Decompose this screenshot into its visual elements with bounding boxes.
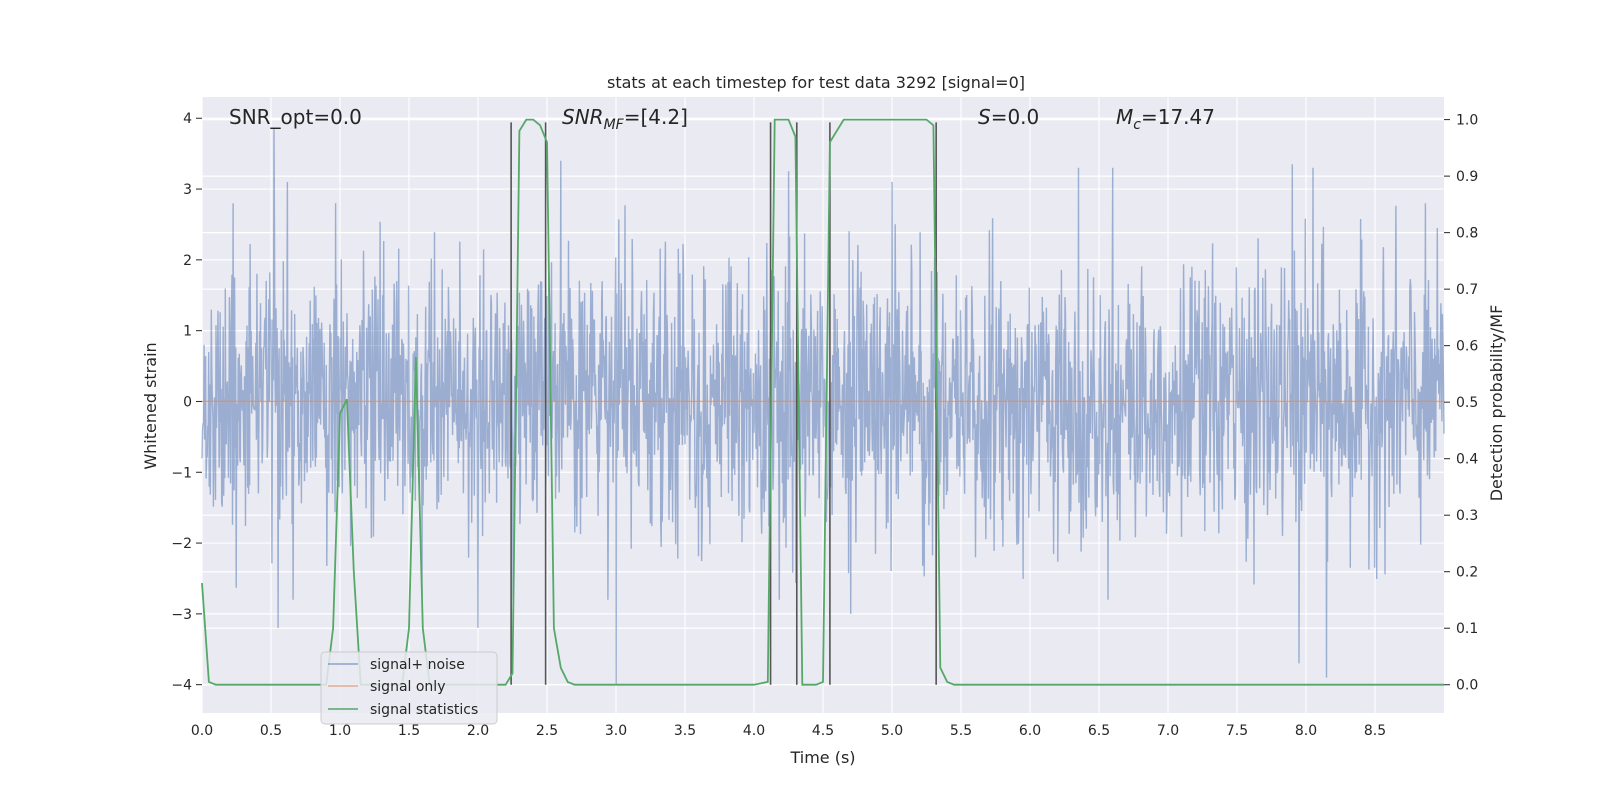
chart-title: stats at each timestep for test data 329… xyxy=(607,73,1025,92)
y-tick-label-right: 0.4 xyxy=(1456,452,1478,468)
y-tick-label-left: 1 xyxy=(183,324,192,340)
y-tick-label-right: 1.0 xyxy=(1456,113,1478,129)
x-tick-label: 6.0 xyxy=(1019,723,1041,739)
y-tick-label-right: 0.3 xyxy=(1456,508,1478,524)
series-signal-statistics xyxy=(201,118,1444,686)
vertical-markers xyxy=(510,122,937,685)
y-tick-label-right: 0.8 xyxy=(1456,226,1478,242)
annotation-mc-sub: c xyxy=(1133,117,1141,133)
x-tick-label: 1.5 xyxy=(398,723,420,739)
annotation-snr-mf: SNRMF=[4.2] xyxy=(562,105,688,133)
x-tick-label: 5.0 xyxy=(881,723,903,739)
x-tick-label: 3.5 xyxy=(674,723,696,739)
annotation-mc: Mc=17.47 xyxy=(1116,105,1215,133)
legend-label-signal-noise: signal+ noise xyxy=(370,657,465,673)
x-tick-label: 7.5 xyxy=(1226,723,1248,739)
y-tick-label-left: 0 xyxy=(183,394,192,410)
x-tick-label: 2.0 xyxy=(467,723,489,739)
y-tick-label-right: 0.0 xyxy=(1456,678,1478,694)
annotation-s: S=0.0 xyxy=(978,105,1039,129)
legend-label-signal-statistics: signal statistics xyxy=(370,702,478,718)
y-tick-label-left: −1 xyxy=(171,465,192,481)
x-tick-label: 3.0 xyxy=(605,723,627,739)
y-tick-label-right: 0.9 xyxy=(1456,169,1478,185)
x-tick-label: 4.5 xyxy=(812,723,834,739)
x-tick-label: 5.5 xyxy=(950,723,972,739)
annotation-mc-value: =17.47 xyxy=(1141,105,1215,129)
y-tick-label-right: 0.2 xyxy=(1456,565,1478,581)
x-tick-label: 1.0 xyxy=(329,723,351,739)
annotation-snr-opt: SNR_opt=0.0 xyxy=(229,105,362,129)
annotation-snr-mf-sub: MF xyxy=(604,117,625,133)
annotation-s-value: =0.0 xyxy=(991,105,1040,129)
x-tick-label: 2.5 xyxy=(536,723,558,739)
annotation-snr-mf-main: SNR xyxy=(562,105,604,129)
y-tick-label-left: −4 xyxy=(171,678,192,694)
series-signal-noise xyxy=(201,128,1445,685)
annotation-snr-mf-value: =[4.2] xyxy=(624,105,688,129)
ticks: 0.0 0.5 1.0 1.5 2.0 2.5 3.0 3.5 4.0 4.5 5.0 5.5 6.0 6… xyxy=(171,111,1478,739)
x-tick-label: 7.0 xyxy=(1157,723,1179,739)
y-tick-label-left: 3 xyxy=(183,182,192,198)
y-axis-label-left: Whitened strain xyxy=(141,342,160,469)
annotation-s-main: S xyxy=(978,105,991,129)
signal-noise-line xyxy=(201,128,1445,685)
legend-box xyxy=(320,651,498,725)
y-tick-label-left: 2 xyxy=(183,253,192,269)
y-tick-label-right: 0.1 xyxy=(1456,621,1478,637)
x-tick-label: 8.0 xyxy=(1295,723,1317,739)
annotation-mc-main: M xyxy=(1116,105,1133,129)
legend: signal+ noise signal only signal statist… xyxy=(320,651,498,725)
x-tick-label: 6.5 xyxy=(1088,723,1110,739)
y-tick-label-left: −2 xyxy=(171,536,192,552)
legend-label-signal-only: signal only xyxy=(370,679,445,695)
x-tick-label: 8.5 xyxy=(1364,723,1386,739)
x-tick-label: 0.0 xyxy=(191,723,213,739)
y-tick-label-right: 0.7 xyxy=(1456,282,1478,298)
y-tick-label-left: −3 xyxy=(171,607,192,623)
y-tick-label-right: 0.5 xyxy=(1456,395,1478,411)
y-tick-label-left: 4 xyxy=(183,111,192,127)
signal-statistics-line xyxy=(201,118,1444,686)
x-tick-label: 4.0 xyxy=(743,723,765,739)
x-tick-label: 0.5 xyxy=(260,723,282,739)
x-axis-label: Time (s) xyxy=(789,748,855,767)
y-tick-label-right: 0.6 xyxy=(1456,339,1478,355)
y-axis-label-right: Detection probability/MF xyxy=(1487,305,1506,502)
